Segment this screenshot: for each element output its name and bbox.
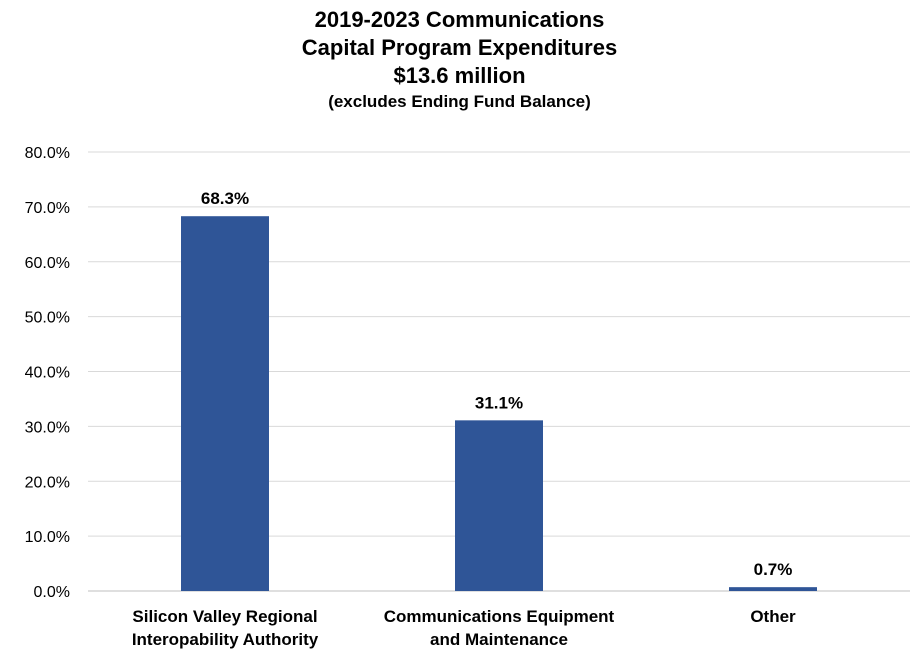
y-tick-label: 10.0% xyxy=(25,529,70,546)
bar xyxy=(181,216,269,592)
bars xyxy=(181,216,817,592)
category-label: Other xyxy=(750,607,796,626)
data-label: 0.7% xyxy=(754,560,793,579)
chart-title-block: 2019-2023 Communications Capital Program… xyxy=(0,6,919,114)
chart-title-line-3: $13.6 million xyxy=(393,63,526,88)
y-tick-label: 20.0% xyxy=(25,474,70,491)
y-axis-ticks: 0.0% 10.0% 20.0% 30.0% 40.0% 50.0% 60.0% 70.0% 8… xyxy=(25,145,70,601)
bar xyxy=(455,420,543,591)
chart-title-line-1: 2019-2023 Communications xyxy=(314,7,605,32)
y-tick-label: 60.0% xyxy=(25,255,70,272)
category-label: Interopability Authority xyxy=(132,630,319,649)
y-tick-label: 80.0% xyxy=(25,145,70,162)
y-tick-label: 40.0% xyxy=(25,365,70,382)
y-tick-label: 50.0% xyxy=(25,310,70,327)
data-label: 68.3% xyxy=(201,189,249,208)
category-label: Silicon Valley Regional xyxy=(132,607,317,626)
bar xyxy=(729,587,817,591)
data-label: 31.1% xyxy=(475,393,523,412)
chart-title-line-2: Capital Program Expenditures xyxy=(301,35,618,60)
data-labels: 68.3% 31.1% 0.7% xyxy=(201,189,792,579)
chart-subtitle: (excludes Ending Fund Balance) xyxy=(328,92,591,111)
category-label: and Maintenance xyxy=(430,630,568,649)
y-tick-label: 0.0% xyxy=(34,584,70,601)
category-labels: Silicon Valley Regional Interopability Au… xyxy=(132,607,796,649)
y-tick-label: 30.0% xyxy=(25,419,70,436)
y-tick-label: 70.0% xyxy=(25,200,70,217)
category-label: Communications Equipment xyxy=(384,607,615,626)
